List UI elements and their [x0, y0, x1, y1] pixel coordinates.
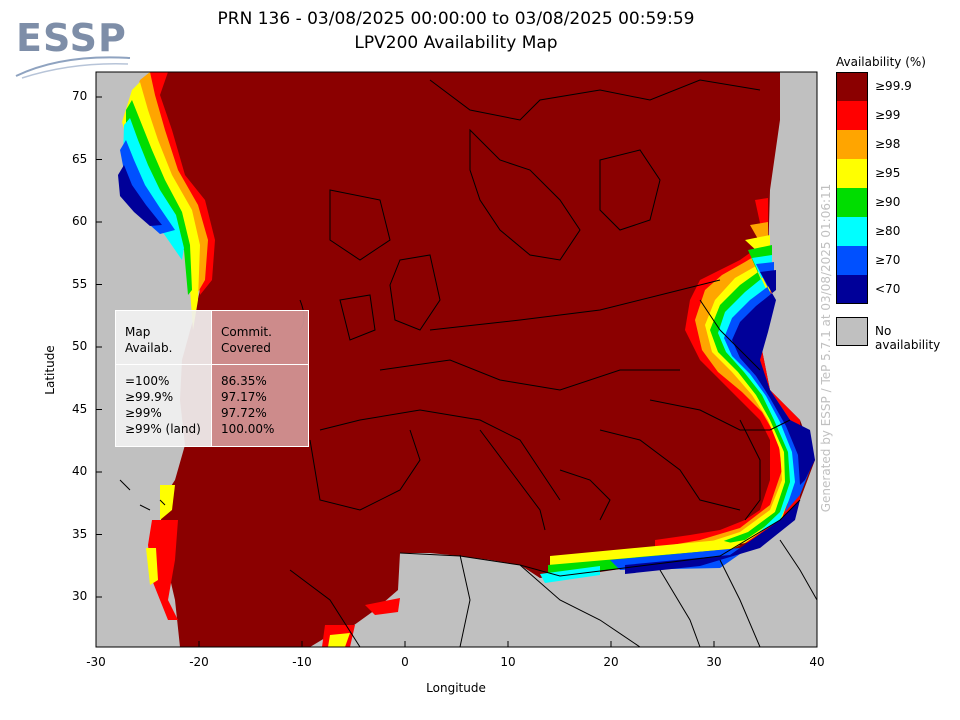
x-tick-label: 10 — [500, 655, 516, 669]
y-axis-label: Latitude — [43, 345, 57, 395]
generated-credit: Generated by ESSP / TeP 5.7.1 at 03/08/2… — [819, 183, 833, 513]
legend-swatch — [836, 217, 868, 246]
stats-divider-v — [211, 311, 212, 446]
x-tick-label: -10 — [292, 655, 312, 669]
legend-label: ≥99.9 — [875, 79, 912, 93]
logo-text: ESSP — [16, 16, 127, 60]
legend-label: <70 — [875, 282, 901, 296]
stats-divider-h — [116, 364, 308, 365]
west-navy-band — [118, 165, 162, 226]
x-tick-label: 30 — [706, 655, 722, 669]
y-tick-label: 30 — [72, 589, 88, 603]
legend-swatch — [836, 188, 868, 217]
legend-label: ≥90 — [875, 195, 901, 209]
logo-swoosh — [15, 56, 131, 79]
legend-swatch — [836, 246, 868, 275]
x-tick-label: 0 — [401, 655, 409, 669]
plot-frame — [95, 71, 818, 648]
se-blue — [610, 540, 760, 570]
legend-swatch — [836, 72, 868, 101]
legend-label: ≥98 — [875, 137, 901, 151]
legend-label-no-availability: No availability — [875, 324, 941, 352]
south-red — [365, 598, 400, 615]
se-navy — [625, 500, 800, 574]
legend-swatch — [836, 130, 868, 159]
coverage-stats-table: Map Availab. Commit. Covered =100% ≥99.9… — [115, 310, 309, 447]
y-tick-label: 45 — [72, 401, 88, 416]
legend-label: ≥95 — [875, 166, 901, 180]
map-title-line2: LPV200 Availability Map — [354, 33, 558, 53]
region-99-9 — [130, 72, 815, 647]
stats-col-right — [212, 311, 308, 446]
stats-col-left — [116, 311, 212, 446]
legend-swatch — [836, 101, 868, 130]
legend-swatch — [836, 275, 868, 304]
y-tick-label: 70 — [72, 89, 88, 103]
legend-label: ≥80 — [875, 224, 901, 238]
coastlines — [119, 79, 817, 647]
x-tick-label: -30 — [86, 655, 106, 669]
stats-header-right: Commit. Covered — [221, 325, 272, 355]
x-axis-label: Longitude — [426, 681, 486, 695]
stats-header-left: Map Availab. — [125, 325, 173, 355]
west-blue-band — [120, 140, 175, 234]
y-tick-label: 65 — [72, 151, 88, 166]
stats-rows-right: 86.35% 97.17% 97.72% 100.00% — [221, 374, 275, 436]
y-tick-label: 35 — [72, 526, 88, 541]
legend-swatch-no-availability — [836, 317, 868, 346]
stats-rows-left: =100% ≥99.9% ≥99% ≥99% (land) — [125, 374, 201, 436]
y-tick-label: 40 — [72, 464, 88, 478]
legend-swatch — [836, 159, 868, 188]
sw-yellow — [160, 485, 175, 520]
legend-label: ≥99 — [875, 108, 901, 122]
sw-yellow2 — [146, 548, 158, 585]
south-yellow — [328, 633, 350, 647]
east-navy-band — [732, 270, 815, 485]
y-tick-label: 50 — [72, 339, 88, 353]
sw-red — [148, 520, 178, 620]
x-tick-label: 20 — [603, 655, 619, 669]
x-tick-label: -20 — [189, 655, 209, 669]
y-tick-label: 55 — [72, 276, 88, 291]
map-title-line1: PRN 136 - 03/08/2025 00:00:00 to 03/08/2… — [217, 9, 695, 29]
y-tick-label: 60 — [72, 214, 88, 228]
essp-logo: ESSP — [12, 14, 132, 80]
legend-title: Availability (%) — [836, 55, 926, 69]
x-tick-label: 40 — [809, 655, 825, 669]
legend-frame — [836, 72, 868, 304]
legend-label: ≥70 — [875, 253, 901, 267]
axis-ticks — [95, 96, 818, 647]
